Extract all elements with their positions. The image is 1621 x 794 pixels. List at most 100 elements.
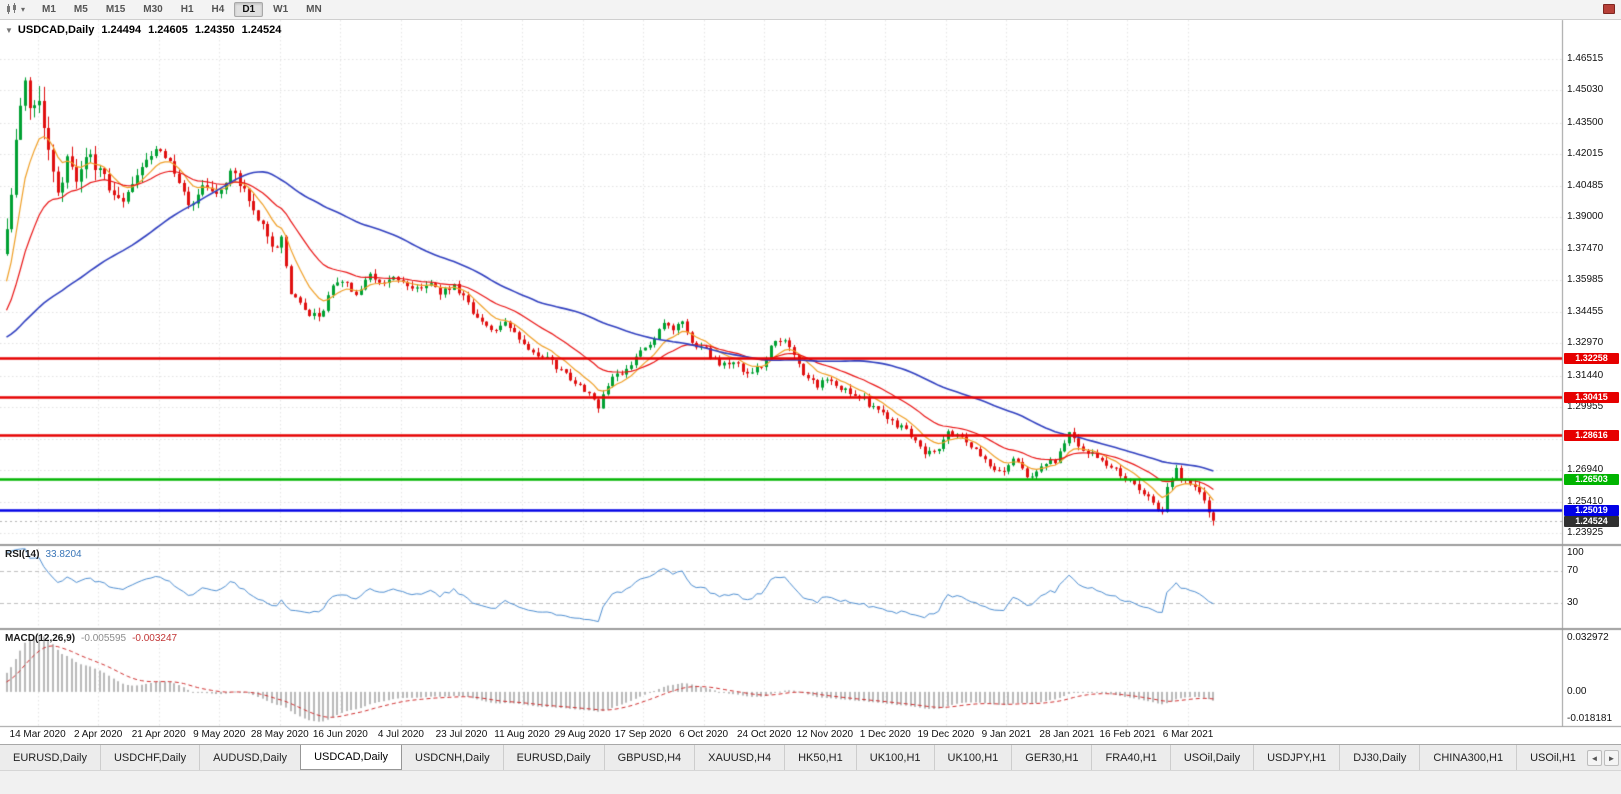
time-axis-label: 2 Apr 2020 (73, 729, 123, 740)
price-axis-tick: 1.43500 (1567, 116, 1604, 128)
time-axis-label: 21 Apr 2020 (131, 729, 186, 740)
price-axis-tick: 1.35985 (1567, 274, 1604, 286)
timeframe-button-group: M1 M5 M15 M30 H1 H4 D1 W1 MN (33, 2, 331, 17)
macd-signal-value: -0.003247 (132, 633, 178, 644)
chart-tab[interactable]: UK100,H1 (856, 745, 935, 770)
chart-tab[interactable]: FRA40,H1 (1092, 745, 1171, 770)
timeframe-button-W1[interactable]: W1 (273, 4, 289, 15)
level-price-tag: 1.30415 (1564, 392, 1619, 404)
chart-toolbar: ▾ M1 M5 M15 M30 H1 H4 D1 W1 MN (0, 0, 1621, 20)
macd-indicator-label: MACD(12,26,9) -0.005595 -0.003247 (5, 633, 177, 644)
price-axis-tick: 1.32970 (1567, 337, 1604, 349)
macd-axis-tick: 0.032972 (1567, 632, 1609, 643)
level-price-tag: 1.28616 (1564, 429, 1619, 441)
price-axis-tick: 1.39000 (1567, 210, 1604, 222)
chart-tab[interactable]: USOil,Daily (1170, 745, 1255, 770)
chart-ohlc-title: ▼ USDCAD,Daily 1.24494 1.24605 1.24350 1… (5, 24, 281, 36)
time-axis-label: 6 Oct 2020 (679, 729, 729, 740)
tab-scroll-right-icon[interactable]: ► (1604, 750, 1619, 766)
status-strip (0, 770, 1621, 794)
chart-tab[interactable]: USDCAD,Daily (300, 745, 403, 770)
time-axis-label: 12 Nov 2020 (796, 729, 854, 740)
tab-scroll-left-icon[interactable]: ◄ (1587, 750, 1602, 766)
time-axis-label: 1 Dec 2020 (859, 729, 911, 740)
toolbar-corner-icon[interactable] (1603, 4, 1615, 14)
one-click-trading-icon[interactable]: ▼ (5, 25, 13, 35)
chart-tab[interactable]: DJ30,Daily (1340, 745, 1421, 770)
chart-tab[interactable]: XAUUSD,H4 (695, 745, 786, 770)
price-axis-tick: 1.37470 (1567, 243, 1604, 255)
ohlc-low: 1.24350 (194, 24, 235, 36)
chart-tab[interactable]: UK100,H1 (934, 745, 1013, 770)
level-price-tag: 1.26503 (1564, 474, 1619, 486)
chart-tab[interactable]: USDCHF,Daily (100, 745, 201, 770)
price-axis-tick: 1.31440 (1567, 369, 1604, 381)
price-axis-tick: 1.23925 (1567, 527, 1604, 539)
time-axis-label: 17 Sep 2020 (614, 729, 672, 740)
time-axis-label: 19 Dec 2020 (917, 729, 975, 740)
timeframe-button-M15[interactable]: M15 (105, 4, 126, 15)
time-axis[interactable]: 14 Mar 2020 2 Apr 2020 21 Apr 2020 9 May 20… (0, 726, 1562, 744)
level-price-tag: 1.32258 (1564, 353, 1619, 365)
price-axis-tick: 1.42015 (1567, 147, 1604, 159)
chart-tab[interactable]: USOil,H1 (1517, 745, 1584, 770)
macd-main-value: -0.005595 (81, 633, 127, 644)
price-axis-tick: 1.45030 (1567, 84, 1604, 96)
chart-tab-list: EURUSD,Daily USDCHF,Daily AUDUSD,Daily USDC… (0, 745, 1584, 770)
time-axis-label: 9 Jan 2021 (981, 729, 1032, 740)
rsi-axis-tick: 70 (1567, 564, 1579, 576)
rsi-indicator-label: RSI(14) 33.8204 (5, 549, 82, 560)
price-axis-tick: 1.46515 (1567, 53, 1604, 65)
chart-tab[interactable]: EURUSD,Daily (0, 745, 101, 770)
chart-tab[interactable]: GBPUSD,H4 (604, 745, 696, 770)
rsi-axis-tick: 100 (1567, 547, 1584, 558)
ohlc-high: 1.24605 (148, 24, 188, 36)
timeframe-button-M30[interactable]: M30 (143, 4, 163, 15)
chart-type-dropdown-icon[interactable]: ▾ (21, 5, 26, 14)
chart-type-icon[interactable] (5, 3, 20, 16)
timeframe-button-H1[interactable]: H1 (180, 4, 194, 15)
time-axis-label: 6 Mar 2021 (1162, 729, 1214, 740)
macd-name: MACD(12,26,9) (5, 633, 76, 644)
chart-tab-bar: EURUSD,Daily USDCHF,Daily AUDUSD,Daily USDC… (0, 744, 1621, 770)
macd-axis-tick: -0.018181 (1567, 713, 1613, 724)
rsi-value: 33.8204 (45, 549, 82, 560)
current-price-tag: 1.24524 (1564, 515, 1619, 527)
time-axis-label: 29 Aug 2020 (554, 729, 611, 740)
price-axis-tick: 1.25410 (1567, 496, 1604, 508)
timeframe-button-H4[interactable]: H4 (211, 4, 225, 15)
time-axis-label: 9 May 2020 (193, 729, 246, 740)
timeframe-button-M5[interactable]: M5 (73, 4, 88, 15)
time-axis-label: 14 Mar 2020 (9, 729, 66, 740)
price-axis-tick: 1.34455 (1567, 306, 1604, 318)
price-axis[interactable]: 1.46515 1.45030 1.43500 1.42015 1.40485 1.390… (1563, 20, 1621, 726)
time-axis-label: 23 Jul 2020 (435, 729, 488, 740)
chart-symbol-label: USDCAD,Daily (17, 24, 95, 36)
ohlc-close: 1.24524 (241, 24, 282, 36)
time-axis-label: 16 Feb 2021 (1099, 729, 1156, 740)
price-axis-tick: 1.40485 (1567, 179, 1604, 191)
time-axis-label: 16 Jun 2020 (312, 729, 368, 740)
level-price-tag: 1.25019 (1564, 505, 1619, 517)
rsi-name: RSI(14) (5, 549, 40, 560)
chart-tab[interactable]: GER30,H1 (1012, 745, 1093, 770)
chart-tab[interactable]: USDCNH,Daily (402, 745, 504, 770)
timeframe-button-MN[interactable]: MN (306, 4, 322, 15)
ohlc-open: 1.24494 (101, 24, 142, 36)
price-axis-tick: 1.29955 (1567, 400, 1604, 412)
chart-tab[interactable]: AUDUSD,Daily (200, 745, 302, 770)
time-axis-label: 28 May 2020 (250, 729, 309, 740)
timeframe-button-M1[interactable]: M1 (42, 4, 56, 15)
time-axis-label: 4 Jul 2020 (377, 729, 424, 740)
timeframe-button-D1[interactable]: D1 (234, 2, 264, 17)
chart-tab[interactable]: USDJPY,H1 (1254, 745, 1341, 770)
chart-tab[interactable]: CHINA300,H1 (1420, 745, 1518, 770)
chart-tab[interactable]: HK50,H1 (785, 745, 857, 770)
macd-axis-tick: 0.00 (1567, 685, 1587, 697)
price-axis-tick: 1.26940 (1567, 463, 1604, 475)
time-axis-label: 24 Oct 2020 (736, 729, 792, 740)
tab-scroll-controls: ◄ ► (1583, 745, 1619, 770)
chart-tab[interactable]: EURUSD,Daily (503, 745, 605, 770)
